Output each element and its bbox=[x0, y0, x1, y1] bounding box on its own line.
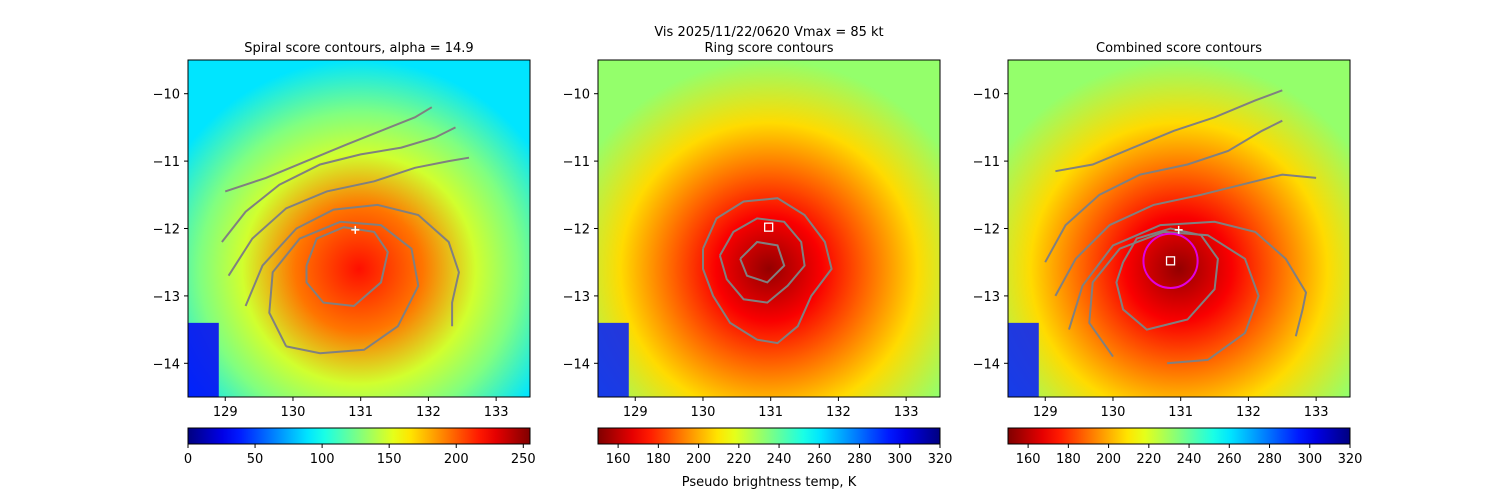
colorbar-tick-label: 220 bbox=[726, 452, 751, 467]
y-tick-label: −14 bbox=[153, 357, 180, 372]
contour-line-4 bbox=[244, 203, 460, 327]
contour-line-3 bbox=[1054, 173, 1317, 297]
colorbar-tick-label: 180 bbox=[646, 452, 671, 467]
y-tick-label: −10 bbox=[973, 88, 1000, 103]
y-tick-label: −11 bbox=[973, 155, 1000, 170]
panel-title: Spiral score contours, alpha = 14.9 bbox=[244, 41, 473, 56]
contour-line-6 bbox=[1115, 227, 1219, 331]
x-tick-label: 133 bbox=[894, 405, 919, 420]
center-plus-marker bbox=[351, 225, 360, 234]
colorbar-gradient bbox=[597, 427, 941, 445]
contour-line-4 bbox=[1068, 220, 1308, 337]
colorbar-tick-label: 180 bbox=[1056, 452, 1081, 467]
y-tick-label: −12 bbox=[153, 223, 180, 238]
colorbar-label: Pseudo brightness temp, K bbox=[682, 475, 857, 490]
y-tick-label: −12 bbox=[563, 223, 590, 238]
x-tick-label: 130 bbox=[281, 405, 306, 420]
x-tick-label: 130 bbox=[1101, 405, 1126, 420]
colorbar-tick-label: 300 bbox=[1297, 452, 1322, 467]
colorbar-tick-label: 260 bbox=[1217, 452, 1242, 467]
colorbar-tick-label: 200 bbox=[1096, 452, 1121, 467]
colorbar-gradient bbox=[187, 427, 531, 445]
contour-line-3 bbox=[227, 156, 470, 277]
center-square-marker bbox=[764, 222, 774, 232]
y-tick-label: −11 bbox=[563, 155, 590, 170]
eye-ring bbox=[1142, 232, 1199, 289]
colorbar-tick-label: 280 bbox=[847, 452, 872, 467]
colorbar-tick-label: 320 bbox=[1338, 452, 1363, 467]
x-tick-label: 132 bbox=[826, 405, 851, 420]
y-tick-label: −10 bbox=[563, 88, 590, 103]
heatmap-field bbox=[188, 60, 530, 397]
y-tick-label: −14 bbox=[973, 357, 1000, 372]
heatmap-edge-band bbox=[188, 322, 219, 397]
y-tick-label: −13 bbox=[973, 290, 1000, 305]
contour-line-1 bbox=[1055, 89, 1283, 173]
center-square-marker bbox=[1165, 256, 1176, 266]
x-tick-label: 132 bbox=[416, 405, 441, 420]
colorbar-tick-label: 200 bbox=[444, 452, 469, 467]
colorbar-tick-label: 300 bbox=[887, 452, 912, 467]
heatmap-image bbox=[1008, 60, 1350, 397]
colorbar-tick-label: 200 bbox=[686, 452, 711, 467]
panel-3: Combined score contours 129 130 131 132 133 −1… bbox=[973, 41, 1363, 467]
colorbar-tick-label: 240 bbox=[1177, 452, 1202, 467]
x-tick-label: 130 bbox=[691, 405, 716, 420]
figure-suptitle: Vis 2025/11/22/0620 Vmax = 85 kt bbox=[654, 25, 883, 40]
heatmap-field bbox=[598, 60, 940, 397]
panel-title: Combined score contours bbox=[1096, 41, 1262, 56]
colorbar-tick-label: 100 bbox=[310, 452, 335, 467]
heatmap-image bbox=[598, 60, 940, 397]
colorbar-tick-label: 250 bbox=[511, 452, 536, 467]
panel-2: Ring score contours 129 130 131 132 133 −10 −11… bbox=[563, 41, 953, 467]
colorbar: 0 50 100 150 200 250 bbox=[184, 427, 536, 467]
x-tick-label: 131 bbox=[758, 405, 783, 420]
colorbar-tick-label: 150 bbox=[377, 452, 402, 467]
colorbar-tick-label: 260 bbox=[807, 452, 832, 467]
y-tick-label: −11 bbox=[153, 155, 180, 170]
x-tick-label: 129 bbox=[1033, 405, 1058, 420]
x-tick-label: 131 bbox=[348, 405, 373, 420]
contour-line-5 bbox=[1088, 230, 1260, 365]
y-tick-label: −13 bbox=[563, 290, 590, 305]
heatmap-image bbox=[188, 60, 530, 397]
panel-1: Spiral score contours, alpha = 14.9 129 13… bbox=[153, 41, 536, 467]
colorbar-tick-label: 0 bbox=[184, 452, 192, 467]
heatmap-edge-band bbox=[598, 322, 629, 397]
y-tick-label: −12 bbox=[973, 223, 1000, 238]
colorbar-tick-label: 280 bbox=[1257, 452, 1282, 467]
colorbar-gradient bbox=[1007, 427, 1351, 445]
colorbar-tick-label: 240 bbox=[767, 452, 792, 467]
colorbar-tick-label: 160 bbox=[1016, 452, 1041, 467]
contour-line-2 bbox=[221, 126, 456, 243]
colorbar-tick-label: 160 bbox=[606, 452, 631, 467]
colorbar: 160 180 200 220 240 260 280 300 320 bbox=[1007, 427, 1363, 467]
colorbar: 160 180 200 220 240 260 280 300 320 bbox=[597, 427, 953, 467]
heatmap-edge-band bbox=[1008, 322, 1039, 397]
x-tick-label: 133 bbox=[1304, 405, 1329, 420]
contour-line-5 bbox=[268, 220, 420, 355]
y-tick-label: −14 bbox=[563, 357, 590, 372]
panel-title: Ring score contours bbox=[704, 41, 833, 56]
y-tick-label: −13 bbox=[153, 290, 180, 305]
y-tick-label: −10 bbox=[153, 88, 180, 103]
x-tick-label: 133 bbox=[484, 405, 509, 420]
colorbar-tick-label: 220 bbox=[1136, 452, 1161, 467]
contour-line-2 bbox=[718, 217, 806, 304]
x-tick-label: 129 bbox=[623, 405, 648, 420]
contour-line-2 bbox=[1044, 119, 1283, 263]
contour-line-1 bbox=[224, 106, 433, 193]
colorbar-tick-label: 320 bbox=[928, 452, 953, 467]
contour-line-3 bbox=[739, 240, 786, 284]
contour-line-6 bbox=[305, 226, 389, 308]
x-tick-label: 132 bbox=[1236, 405, 1261, 420]
colorbar-tick-label: 50 bbox=[247, 452, 264, 467]
x-tick-label: 131 bbox=[1168, 405, 1193, 420]
center-plus-marker bbox=[1174, 225, 1183, 234]
x-tick-label: 129 bbox=[213, 405, 238, 420]
contour-line-1 bbox=[702, 197, 833, 345]
